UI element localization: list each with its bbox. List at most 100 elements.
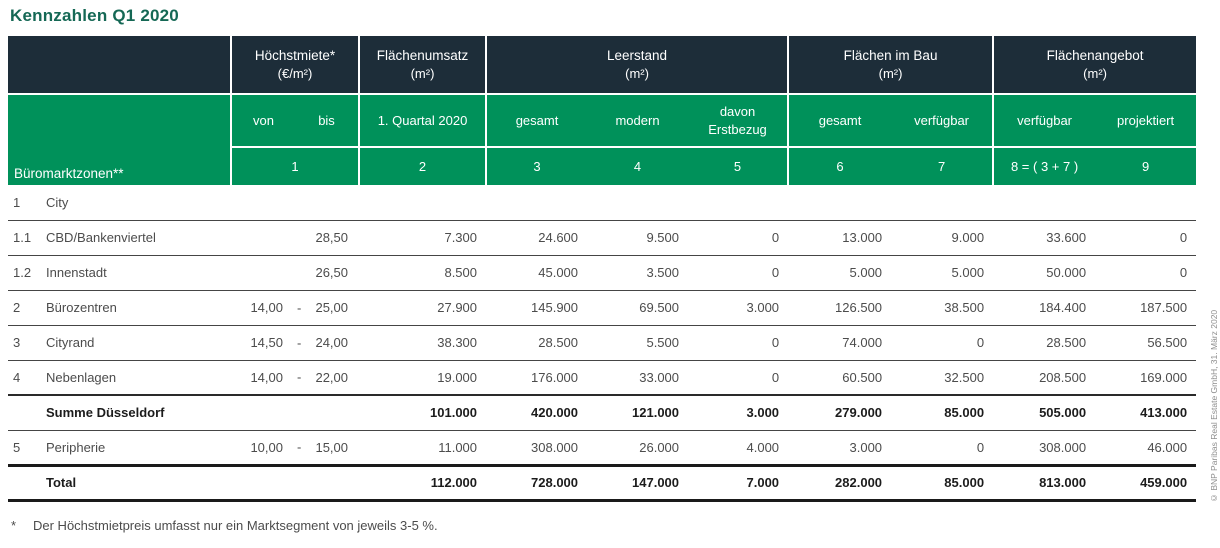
subheader-bau-verfuegbar: verfügbar bbox=[891, 93, 994, 147]
cell-bis: 28,50 bbox=[295, 219, 360, 255]
cell-angebot-projektiert: 56.500 bbox=[1095, 324, 1197, 360]
cell-flaechenumsatz: 8.500 bbox=[359, 254, 487, 290]
col-group-label: Flächen im Bau bbox=[843, 47, 938, 63]
cell-bau-verfuegbar: 0 bbox=[891, 324, 994, 360]
col-group-label: Höchstmiete* bbox=[254, 47, 336, 63]
header-number-row: 1 2 3 4 5 6 7 8 = ( 3 + 7 ) 9 bbox=[8, 146, 1197, 185]
cell-leerstand-modern: 3.500 bbox=[587, 254, 689, 290]
cell-von bbox=[231, 219, 295, 255]
cell-bau-verfuegbar: 38.500 bbox=[891, 289, 994, 325]
col-group-flaechen-im-bau: Flächen im Bau (m²) bbox=[787, 36, 994, 94]
table-row-buerozentren: 2 Bürozentren 14,00 -25,00 27.900 145.900… bbox=[8, 289, 1197, 325]
cell-leerstand-gesamt: 45.000 bbox=[486, 254, 588, 290]
cell-angebot-verfuegbar: 33.600 bbox=[993, 219, 1096, 255]
col-number-6: 6 bbox=[787, 146, 892, 185]
cell-leerstand-gesamt: 145.900 bbox=[486, 289, 588, 325]
cell-bau-verfuegbar: 85.000 bbox=[891, 463, 994, 500]
zone-cell: 2 Bürozentren bbox=[8, 289, 231, 325]
row-number: 1 bbox=[13, 194, 21, 210]
zone-name: Cityrand bbox=[46, 335, 95, 350]
zone-cell: Summe Düsseldorf bbox=[8, 394, 231, 430]
page-title: Kennzahlen Q1 2020 bbox=[10, 6, 179, 25]
col-group-leerstand: Leerstand (m²) bbox=[485, 36, 789, 94]
zone-name: Total bbox=[46, 475, 77, 490]
range-dash: - bbox=[297, 300, 302, 315]
col-group-unit: (€/m²) bbox=[277, 65, 313, 81]
cell-bau-gesamt: 5.000 bbox=[788, 254, 892, 290]
subheader-bau-gesamt: gesamt bbox=[787, 93, 892, 147]
cell-leerstand-erstbezug: 0 bbox=[688, 219, 789, 255]
cell-bau-gesamt: 3.000 bbox=[788, 429, 892, 465]
table-row-nebenlagen: 4 Nebenlagen 14,00 -22,00 19.000 176.000 … bbox=[8, 359, 1197, 395]
cell-von bbox=[231, 254, 295, 290]
cell-von: 14,00 bbox=[231, 359, 295, 395]
col-group-unit: (m²) bbox=[410, 65, 435, 81]
cell-leerstand-erstbezug: 0 bbox=[688, 324, 789, 360]
copyright-text: © BNP Paribas Real Estate GmbH, 31. März… bbox=[1209, 309, 1219, 503]
cell-angebot-projektiert bbox=[1095, 185, 1196, 220]
cell-leerstand-modern bbox=[587, 185, 688, 220]
col-group-flaechenumsatz: Flächenumsatz (m²) bbox=[358, 36, 487, 94]
cell-bis bbox=[295, 463, 360, 500]
cell-flaechenumsatz: 101.000 bbox=[359, 394, 487, 430]
cell-von: 14,50 bbox=[231, 324, 295, 360]
header-sub-row: Büromarktzonen** von bis 1. Quartal 2020… bbox=[8, 93, 1197, 185]
zone-name: Peripherie bbox=[46, 439, 106, 455]
col-group-label: Flächenangebot bbox=[1046, 47, 1144, 63]
table-row-city: 1 City bbox=[8, 185, 1196, 220]
col-group-hoechstmiete: Höchstmiete* (€/m²) bbox=[229, 36, 360, 94]
cell-leerstand-erstbezug: 0 bbox=[688, 359, 789, 395]
col-group-unit: (m²) bbox=[625, 65, 649, 81]
zone-name: Bürozentren bbox=[46, 300, 117, 315]
cell-angebot-projektiert: 169.000 bbox=[1095, 359, 1197, 395]
cell-angebot-projektiert: 0 bbox=[1095, 219, 1197, 255]
col-group-unit: (m²) bbox=[878, 65, 903, 81]
table-row-innenstadt: 1.2 Innenstadt 26,50 8.500 45.000 3.500 0… bbox=[8, 254, 1197, 290]
cell-bis: -22,00 bbox=[295, 359, 360, 395]
zone-column-header: Büromarktzonen** bbox=[8, 93, 231, 185]
zone-name: City bbox=[46, 194, 69, 210]
subheader-von: von bbox=[230, 93, 295, 147]
cell-leerstand-gesamt: 28.500 bbox=[486, 324, 588, 360]
footnote-text: Der Höchstmietpreis umfasst nur ein Mark… bbox=[33, 518, 438, 533]
subheader-leerstand-erstbezug: davon Erstbezug bbox=[688, 93, 789, 147]
zone-cell: 4 Nebenlagen bbox=[8, 359, 231, 395]
zone-cell: 1 City bbox=[8, 185, 231, 220]
cell-bau-verfuegbar: 0 bbox=[891, 429, 994, 465]
cell-leerstand-modern: 147.000 bbox=[587, 463, 689, 500]
table-row-cbd: 1.1 CBD/Bankenviertel 28,50 7.300 24.600 … bbox=[8, 219, 1197, 255]
cell-leerstand-modern: 26.000 bbox=[587, 429, 689, 465]
cell-bis: -15,00 bbox=[295, 429, 360, 465]
table-row-summe-duesseldorf: Summe Düsseldorf 101.000 420.000 121.000… bbox=[8, 394, 1197, 430]
col-group-flaechenangebot: Flächenangebot (m²) bbox=[992, 36, 1197, 94]
cell-angebot-verfuegbar: 505.000 bbox=[993, 394, 1096, 430]
cell-flaechenumsatz: 19.000 bbox=[359, 359, 487, 395]
subheader-leerstand-modern: modern bbox=[587, 93, 689, 147]
cell-leerstand-gesamt bbox=[486, 185, 587, 220]
cell-bis bbox=[295, 394, 360, 430]
col-number-8: 8 = ( 3 + 7 ) bbox=[992, 146, 1096, 185]
zone-cell: Total bbox=[8, 463, 231, 500]
col-number-3: 3 bbox=[485, 146, 588, 185]
cell-von: 14,00 bbox=[231, 289, 295, 325]
cell-angebot-projektiert: 413.000 bbox=[1095, 394, 1197, 430]
header-zone-spacer bbox=[8, 36, 231, 94]
range-dash: - bbox=[297, 369, 302, 385]
cell-leerstand-modern: 33.000 bbox=[587, 359, 689, 395]
cell-flaechenumsatz: 7.300 bbox=[359, 219, 487, 255]
cell-bau-gesamt bbox=[788, 185, 891, 220]
cell-leerstand-modern: 9.500 bbox=[587, 219, 689, 255]
cell-flaechenumsatz: 38.300 bbox=[359, 324, 487, 360]
cell-angebot-projektiert: 46.000 bbox=[1095, 429, 1197, 465]
cell-leerstand-modern: 121.000 bbox=[587, 394, 689, 430]
subheader-angebot-verfuegbar: verfügbar bbox=[992, 93, 1096, 147]
cell-angebot-projektiert: 459.000 bbox=[1095, 463, 1197, 500]
cell-bau-verfuegbar bbox=[891, 185, 993, 220]
cell-bau-gesamt: 60.500 bbox=[788, 359, 892, 395]
zone-name: Summe Düsseldorf bbox=[46, 405, 165, 421]
cell-bis: -24,00 bbox=[295, 324, 360, 360]
cell-angebot-verfuegbar: 813.000 bbox=[993, 463, 1096, 500]
cell-angebot-verfuegbar bbox=[993, 185, 1095, 220]
table-row-peripherie: 5 Peripherie 10,00 -15,00 11.000 308.000 … bbox=[8, 429, 1197, 465]
cell-bis: 26,50 bbox=[295, 254, 360, 290]
